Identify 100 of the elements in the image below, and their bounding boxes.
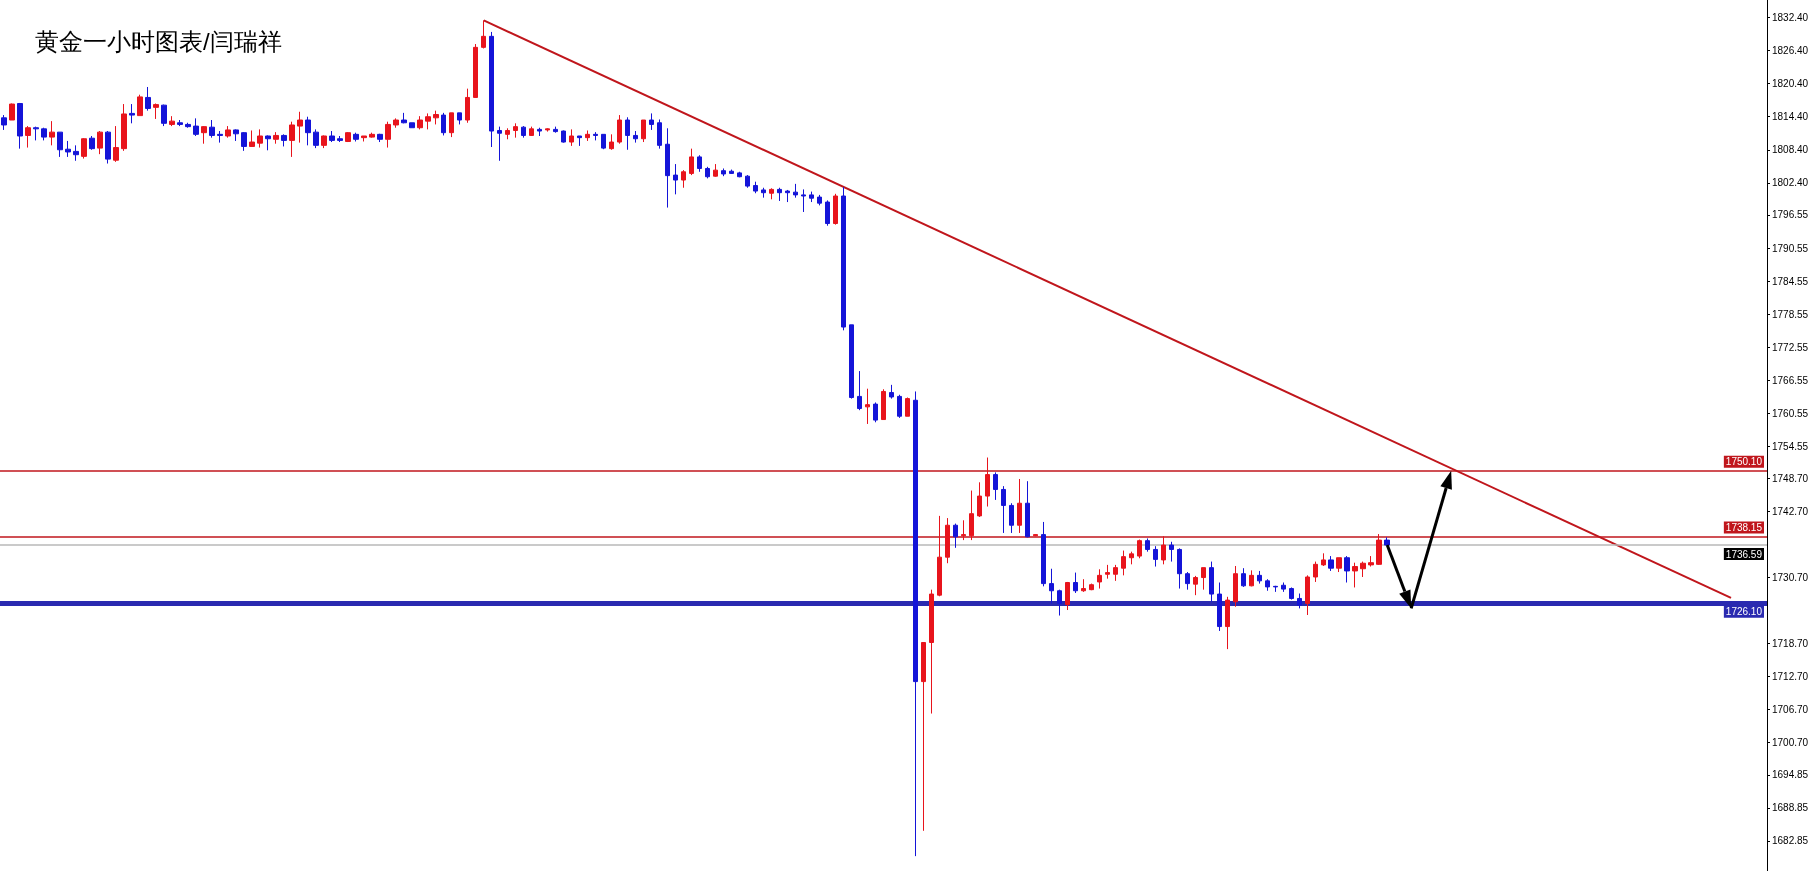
candlestick (553, 126, 558, 134)
y-tick-label: 1784.55 (1772, 275, 1809, 287)
candlestick (929, 589, 934, 715)
candlestick (169, 115, 175, 127)
y-tick-label: 1808.40 (1772, 144, 1809, 156)
candlestick (921, 642, 926, 832)
candlestick (1257, 570, 1262, 585)
candlestick (17, 102, 23, 150)
candlestick (353, 132, 359, 142)
candlestick (865, 388, 870, 425)
candlestick (665, 127, 670, 209)
candlestick (1201, 567, 1206, 591)
candlestick (313, 128, 319, 149)
candlestick (721, 167, 726, 177)
text: 黄金一小时图表/闫瑞祥 (35, 27, 282, 55)
candlestick (433, 110, 439, 125)
candlestick (873, 401, 878, 423)
candlestick (1368, 555, 1374, 568)
ref-line-label: 1750.10 (1725, 456, 1763, 468)
candlestick (265, 134, 271, 151)
candlestick (289, 121, 295, 158)
candlestick (1344, 555, 1350, 583)
ref-line-label: 1738.15 (1725, 522, 1763, 534)
candlestick (1033, 533, 1038, 537)
candlestick (81, 137, 87, 160)
candlestick (137, 94, 143, 117)
candlestick (1081, 578, 1086, 593)
candlestick (1360, 561, 1366, 578)
candlestick (785, 189, 790, 203)
candlestick (425, 112, 431, 130)
candlestick (1185, 571, 1190, 591)
candlestick (89, 135, 95, 151)
candlestick (545, 127, 550, 133)
y-tick-label: 1682.85 (1772, 835, 1809, 847)
candlestick (961, 519, 966, 541)
candlestick (969, 490, 974, 541)
y-tick-label: 1832.40 (1772, 12, 1809, 24)
candlestick (761, 187, 766, 199)
candlestick (129, 103, 135, 124)
candlestick (1137, 539, 1142, 559)
candlestick (689, 148, 694, 176)
candlestick (857, 370, 862, 411)
candlestick (1193, 575, 1198, 596)
candlestick (329, 130, 335, 143)
candlestick (505, 127, 510, 140)
candlestick (1113, 564, 1118, 582)
y-tick-label: 1814.40 (1772, 111, 1809, 123)
candlestick (497, 126, 502, 162)
candlestick (729, 169, 734, 175)
candlestick (793, 183, 798, 199)
candlestick (345, 131, 351, 143)
candlestick (529, 126, 534, 137)
candlestick (9, 103, 15, 121)
candlestick (1313, 561, 1318, 583)
candlestick (825, 199, 830, 227)
candlestick (1169, 541, 1174, 563)
candlestick (881, 388, 886, 421)
candlestick (1265, 578, 1270, 592)
candlestick (601, 133, 606, 150)
y-tick-label: 1742.70 (1772, 505, 1809, 517)
candlestick (1281, 582, 1286, 593)
candlestick (1297, 593, 1302, 609)
candlestick (1305, 574, 1310, 616)
candlestick (913, 390, 918, 857)
candlestick (1241, 567, 1246, 588)
candlestick (177, 119, 183, 127)
candlestick (953, 523, 958, 549)
candlestick (673, 163, 678, 195)
candlestick (273, 131, 279, 145)
candlestick (633, 130, 638, 144)
candlestick (1041, 521, 1046, 587)
candlestick (745, 174, 750, 189)
y-tick-label: 1820.40 (1772, 78, 1809, 90)
candlestick (985, 457, 990, 508)
candlestick (681, 169, 686, 189)
candlestick (241, 131, 247, 152)
candlestick (457, 112, 462, 125)
candlestick (193, 117, 199, 137)
y-tick-label: 1826.40 (1772, 45, 1809, 57)
candlestick (337, 135, 343, 143)
y-tick-label: 1760.55 (1772, 407, 1809, 419)
y-tick-label: 1748.70 (1772, 472, 1809, 484)
candlestick (105, 130, 111, 165)
candlestick (777, 187, 782, 202)
candlestick (385, 121, 391, 149)
candlestick (1025, 480, 1030, 538)
y-tick-label: 1712.70 (1772, 671, 1809, 683)
candlestick (833, 193, 838, 226)
candlestick (657, 118, 662, 150)
candlestick (1336, 557, 1342, 573)
candlestick (577, 135, 582, 147)
y-tick-label: 1796.55 (1772, 209, 1809, 221)
candlestick (281, 133, 287, 147)
ref-line-label: 1736.59 (1725, 548, 1763, 560)
candlestick (1057, 589, 1062, 617)
candlestick (537, 127, 542, 137)
candlestick (1352, 562, 1358, 588)
candlestick (993, 471, 998, 501)
candlestick (41, 127, 47, 141)
candlestick (1321, 552, 1326, 567)
